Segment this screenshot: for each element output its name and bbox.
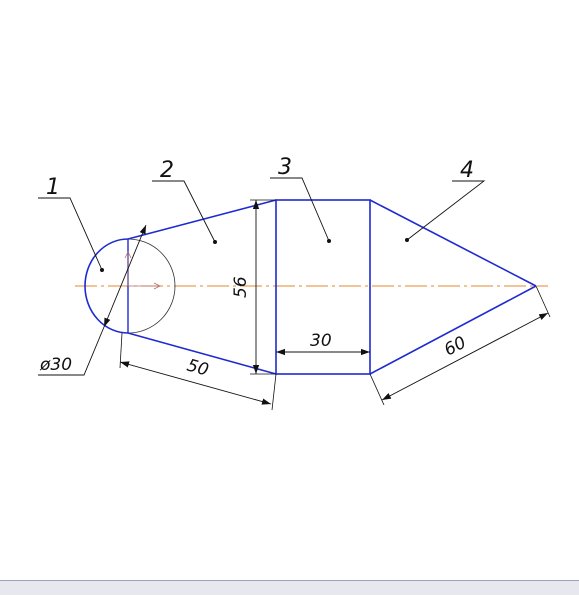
callout-2: 2 (160, 158, 174, 183)
part-3-rectangle (275, 199, 371, 375)
part-1-circle-thin-arc (127, 238, 176, 334)
callout-3-leader (270, 177, 330, 242)
slant-left-extension-2 (271, 373, 277, 411)
diameter-dimension-text: ø30 (39, 355, 72, 375)
slant-right-dimension-line (381, 312, 549, 401)
part-2-top-edge (127, 199, 277, 240)
height-dimension-text: 56 (231, 276, 251, 298)
bottom-status-strip (0, 580, 579, 595)
callout-2-leader (152, 180, 216, 243)
callout-4-leader (406, 180, 486, 241)
diameter-leader (38, 326, 105, 376)
slant-left-dimension-line (119, 361, 272, 405)
callout-3: 3 (278, 155, 292, 180)
part-4-top-edge (369, 199, 537, 287)
callout-4: 4 (460, 158, 474, 183)
callout-1: 1 (46, 175, 60, 200)
origin-axes-marker (124, 251, 161, 290)
slant-right-extension-2 (535, 285, 551, 318)
diameter-dimension-line (103, 224, 147, 328)
slant-left-dimension-text: 50 (185, 356, 211, 381)
slant-right-extension-1 (369, 373, 385, 406)
callout-1-leader (38, 197, 103, 271)
width-dimension-text: 30 (310, 331, 332, 351)
part-4-bottom-edge (369, 285, 537, 375)
